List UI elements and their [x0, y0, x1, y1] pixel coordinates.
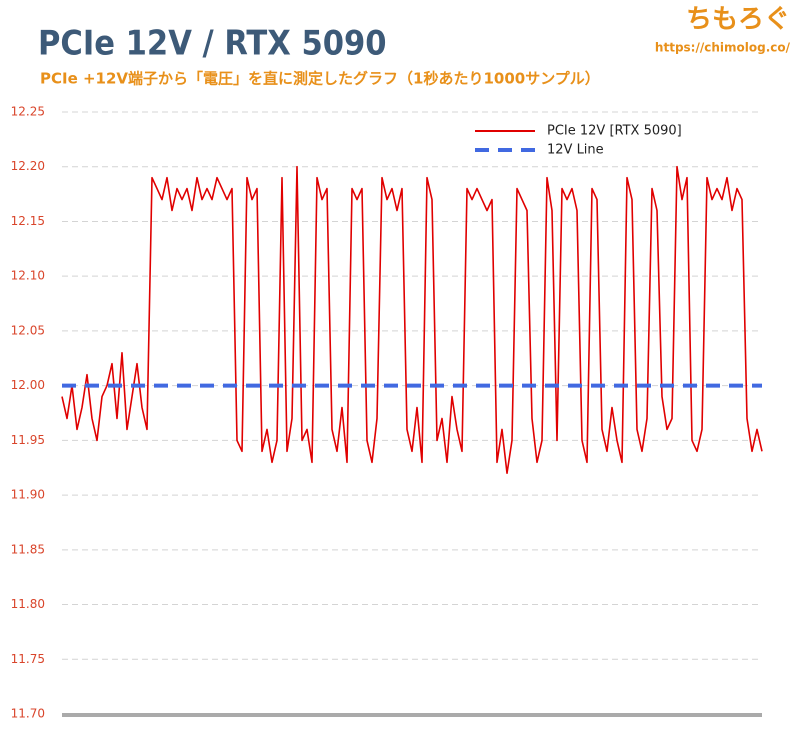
y-tick-label: 11.85	[11, 542, 45, 556]
y-tick-label: 11.90	[11, 488, 45, 502]
brand: ちもろぐ	[686, 5, 790, 35]
legend-label: 12V Line	[547, 143, 604, 158]
y-tick-label: 11.95	[11, 433, 45, 447]
y-tick-label: 12.10	[11, 269, 45, 283]
y-tick-label: 11.80	[11, 597, 45, 611]
series-line	[61, 165, 763, 474]
y-tick-label: 12.00	[11, 378, 45, 392]
y-tick-label: 12.25	[11, 105, 45, 119]
y-tick-label: 12.20	[11, 159, 45, 173]
y-tick-label: 12.15	[11, 214, 45, 228]
y-tick-label: 11.75	[11, 652, 45, 666]
legend-label: PCIe 12V [RTX 5090]	[547, 124, 682, 139]
y-tick-label: 11.70	[11, 707, 45, 721]
y-tick-label: 12.05	[11, 323, 45, 337]
chart-title: PCIe 12V / RTX 5090	[38, 24, 387, 64]
brand-url: https://chimolog.co/	[655, 41, 791, 55]
chart-subtitle: PCIe +12V端子から「電圧」を直に測定したグラフ（1秒あたり1000サンプ…	[40, 70, 600, 88]
